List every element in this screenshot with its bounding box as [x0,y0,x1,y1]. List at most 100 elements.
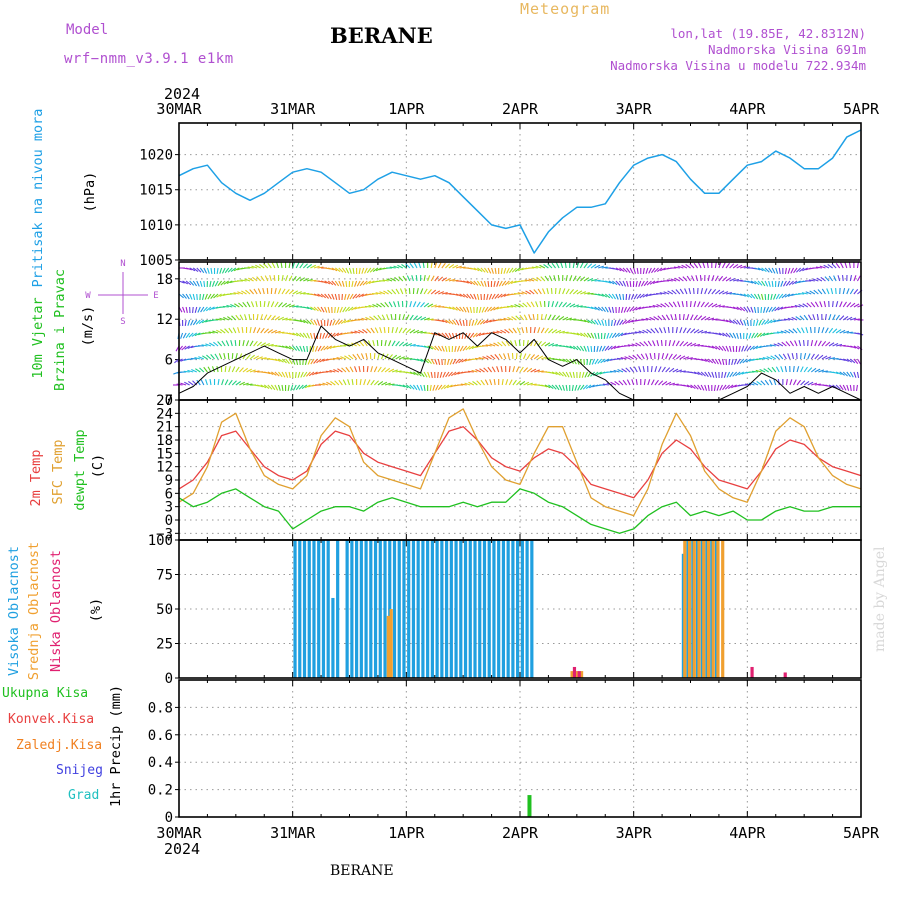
wind-barb [679,370,686,373]
wind-barb [844,262,848,269]
wind-barb [819,301,823,308]
year-top: 2024 [164,85,200,103]
wind-barb [801,327,805,334]
wind-barb [388,383,395,386]
wind-barb [707,371,712,378]
wind-barb [530,383,537,386]
wind-barb [364,305,371,308]
wind-barb [658,380,664,386]
wind-barb [196,267,202,273]
wind-barb [445,371,450,378]
cloud-bar [711,540,715,678]
wind-barb [448,306,455,310]
wind-barb [213,341,219,347]
wind-barb [609,332,613,339]
wind-barb [670,314,674,321]
wind-barb [572,345,579,351]
wind-barb [512,379,517,386]
wind-barb [303,371,308,378]
wind-barb [856,261,859,269]
wind-barb [679,327,683,334]
wind-barb [589,358,592,365]
wind-barb [541,356,548,360]
wind-barb [587,306,594,310]
wind-barb [182,306,186,313]
wind-barb [721,358,725,365]
wind-barb [316,358,322,364]
wind-barb [557,274,560,282]
wind-barb [234,303,240,308]
wind-barb [626,306,631,313]
cloud-bar [302,540,307,678]
cloud-bar [511,540,515,678]
wind-barb [628,293,631,300]
model-name: wrf−nmm_v3.9.1 e1km [64,51,234,67]
wind-barb [565,371,570,378]
wind-barb [322,358,329,362]
wind-barb [778,293,784,299]
wind-barb [646,280,652,286]
wind-barb [653,316,659,321]
wind-barb [753,306,757,313]
wind-barb [508,267,514,274]
wind-barb [649,280,656,285]
wind-barb [334,267,341,272]
wind-barb [479,368,485,373]
wind-barb [580,332,586,338]
wind-barb [802,339,805,347]
wind-barb [192,306,194,314]
wind-barb [550,287,553,295]
temp-line-0 [178,426,862,499]
wind-barb [652,340,656,347]
wind-barb [281,275,284,282]
cloud-bar [697,540,701,678]
wind-barb [732,319,738,325]
cloud-bar [520,540,524,678]
wind-barb [459,306,464,313]
wind-barb [391,289,397,295]
wind-barb [471,369,478,373]
wind-barb [564,261,567,269]
wind-barb [830,288,834,295]
wind-barb [472,381,478,386]
wind-barb [187,319,191,326]
wind-barb [345,267,350,274]
wind-barb [565,302,572,308]
wind-barb [816,277,823,282]
wind-barb [740,293,746,297]
wind-barb [331,293,335,300]
wind-barb [303,306,310,310]
wind-barb [711,371,715,378]
wind-barb [808,279,815,282]
wind-barb [376,303,382,308]
wind-barb [732,345,735,353]
wind-barb [338,293,340,301]
wind-barb [478,357,485,360]
wind-barb [610,381,617,386]
wind-barb [188,381,194,386]
wind-barb [430,371,433,378]
wind-barb [199,280,203,287]
panels: 1005101010151020061218−30369121518212427… [139,122,864,826]
wind-barb [420,302,425,308]
wind-barb [519,353,522,360]
wind-barb [383,290,389,295]
wind-barb [276,262,279,269]
wind-speed-line [178,325,862,401]
wind-barb [817,340,822,347]
wind-barb [582,384,588,390]
wind-barb [324,293,329,299]
wind-barb [332,357,339,360]
wind-barb [189,280,195,286]
wind-barb [642,366,645,373]
wind-barb [381,314,386,321]
wind-barb [326,319,329,327]
wind-barb [795,316,801,321]
wind-barb [325,370,332,373]
wind-barb [430,275,435,282]
wind-barb [761,293,764,300]
wind-barb [551,301,555,308]
wind-barb [506,267,510,274]
wind-barb [292,345,298,351]
wind-barb [510,280,517,285]
